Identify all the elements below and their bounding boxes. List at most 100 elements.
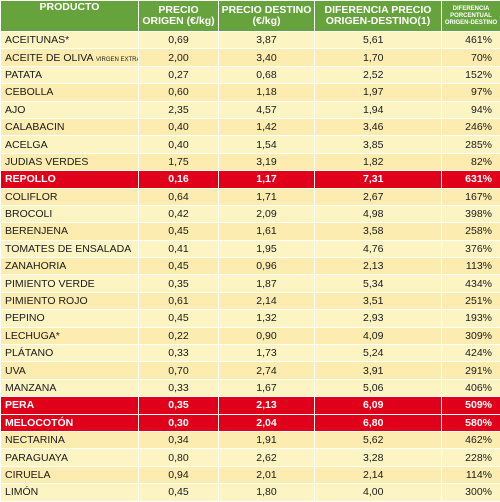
cell-diferencia-precio: 2,93 <box>315 310 442 327</box>
header-producto: PRODUCTO <box>1 1 139 32</box>
cell-diferencia-porcentual-text: 434% <box>465 278 492 290</box>
cell-producto-text: CALABACIN <box>5 121 65 133</box>
cell-precio-origen: 0,61 <box>139 292 219 309</box>
cell-precio-origen-text: 0,34 <box>168 434 188 446</box>
cell-precio-origen: 0,35 <box>139 275 219 292</box>
cell-diferencia-porcentual-text: 113% <box>466 260 492 272</box>
cell-precio-origen-text: 0,45 <box>168 260 188 272</box>
cell-diferencia-precio: 5,62 <box>315 431 442 448</box>
cell-producto-text: PERA <box>5 399 34 411</box>
header-diferencia-porcentual: DIFERENCIA PORCENTUAL ORIGEN-DESTINO <box>442 1 500 32</box>
cell-precio-destino: 4,57 <box>219 101 315 118</box>
cell-diferencia-precio: 4,76 <box>315 240 442 257</box>
cell-diferencia-porcentual-text: 509% <box>465 399 492 411</box>
cell-precio-origen-text: 0,16 <box>168 173 188 185</box>
cell-diferencia-porcentual-text: 251% <box>465 295 492 307</box>
cell-producto-text: MANZANA <box>5 382 56 394</box>
cell-diferencia-porcentual: 406% <box>442 379 500 396</box>
cell-diferencia-porcentual: 114% <box>442 466 500 483</box>
cell-diferencia-porcentual-text: 398% <box>465 208 492 220</box>
cell-diferencia-precio-text: 1,94 <box>363 104 383 116</box>
cell-precio-destino-text: 1,71 <box>256 191 276 203</box>
cell-producto: PATATA <box>1 66 139 83</box>
cell-precio-destino: 3,87 <box>219 32 315 49</box>
cell-producto-text: COLIFLOR <box>5 191 58 203</box>
cell-precio-origen-text: 0,42 <box>168 208 188 220</box>
cell-diferencia-porcentual-text: 258% <box>465 225 492 237</box>
cell-precio-origen-text: 0,40 <box>168 139 188 151</box>
cell-producto: ACEITE DE OLIVA VIRGEN EXTRA* <box>1 49 139 66</box>
cell-diferencia-precio-text: 4,00 <box>363 486 383 498</box>
cell-precio-origen-text: 0,27 <box>168 69 188 81</box>
cell-precio-destino: 1,71 <box>219 188 315 205</box>
cell-precio-origen: 0,70 <box>139 362 219 379</box>
cell-diferencia-precio: 1,70 <box>315 49 442 66</box>
cell-diferencia-porcentual-text: 70% <box>471 52 492 64</box>
cell-precio-destino-text: 0,68 <box>256 69 276 81</box>
cell-precio-origen-text: 0,61 <box>168 295 188 307</box>
cell-precio-destino: 2,04 <box>219 414 315 431</box>
cell-diferencia-precio-text: 3,85 <box>363 139 383 151</box>
cell-diferencia-precio-text: 5,34 <box>363 278 383 290</box>
cell-precio-destino-text: 0,96 <box>256 260 276 272</box>
cell-precio-origen-text: 0,33 <box>168 347 188 359</box>
cell-precio-origen-text: 2,00 <box>168 52 188 64</box>
cell-diferencia-precio: 7,31 <box>315 171 442 188</box>
cell-diferencia-precio: 4,00 <box>315 484 442 501</box>
cell-precio-origen: 1,75 <box>139 153 219 170</box>
cell-precio-destino-text: 3,40 <box>256 52 276 64</box>
cell-producto: MELOCOTÓN <box>1 414 139 431</box>
cell-precio-destino-text: 1,42 <box>256 121 276 133</box>
cell-diferencia-precio: 2,13 <box>315 258 442 275</box>
cell-producto: TOMATES DE ENSALADA <box>1 240 139 257</box>
cell-producto: LECHUGA* <box>1 327 139 344</box>
cell-precio-destino-text: 3,19 <box>256 156 276 168</box>
cell-producto-text: AJO <box>5 104 25 116</box>
cell-precio-destino-text: 1,17 <box>256 173 276 185</box>
cell-precio-destino: 1,87 <box>219 275 315 292</box>
cell-diferencia-precio: 1,97 <box>315 84 442 101</box>
cell-producto: JUDIAS VERDES <box>1 153 139 170</box>
cell-diferencia-precio: 5,34 <box>315 275 442 292</box>
cell-precio-origen: 0,22 <box>139 327 219 344</box>
cell-diferencia-precio: 1,82 <box>315 153 442 170</box>
cell-producto: ZANAHORIA <box>1 258 139 275</box>
cell-precio-destino: 2,62 <box>219 449 315 466</box>
cell-producto: AJO <box>1 101 139 118</box>
cell-diferencia-porcentual: 82% <box>442 153 500 170</box>
cell-diferencia-porcentual-text: 291% <box>465 365 492 377</box>
cell-precio-origen: 0,45 <box>139 223 219 240</box>
cell-diferencia-porcentual-text: 424% <box>465 347 492 359</box>
cell-diferencia-porcentual-text: 246% <box>465 121 492 133</box>
cell-producto: CALABACIN <box>1 118 139 135</box>
cell-precio-origen: 0,35 <box>139 397 219 414</box>
cell-diferencia-precio-text: 5,61 <box>363 34 383 46</box>
cell-producto-text: LECHUGA* <box>5 330 60 342</box>
cell-precio-destino: 1,42 <box>219 118 315 135</box>
cell-producto-text: PIMIENTO ROJO <box>5 295 88 307</box>
cell-precio-origen: 2,00 <box>139 49 219 66</box>
cell-precio-destino-text: 1,91 <box>256 434 276 446</box>
cell-precio-destino: 0,90 <box>219 327 315 344</box>
cell-precio-destino: 2,74 <box>219 362 315 379</box>
cell-diferencia-precio: 3,85 <box>315 136 442 153</box>
cell-precio-destino-text: 0,90 <box>256 330 276 342</box>
cell-precio-origen-text: 0,40 <box>168 121 188 133</box>
cell-diferencia-porcentual: 193% <box>442 310 500 327</box>
cell-producto-text: JUDIAS VERDES <box>5 156 88 168</box>
table-row: CALABACIN 0,40 1,42 3,46 246% <box>1 118 500 135</box>
cell-precio-origen: 0,69 <box>139 32 219 49</box>
cell-diferencia-porcentual-text: 97% <box>471 86 492 98</box>
cell-diferencia-precio: 3,46 <box>315 118 442 135</box>
cell-diferencia-porcentual: 246% <box>442 118 500 135</box>
